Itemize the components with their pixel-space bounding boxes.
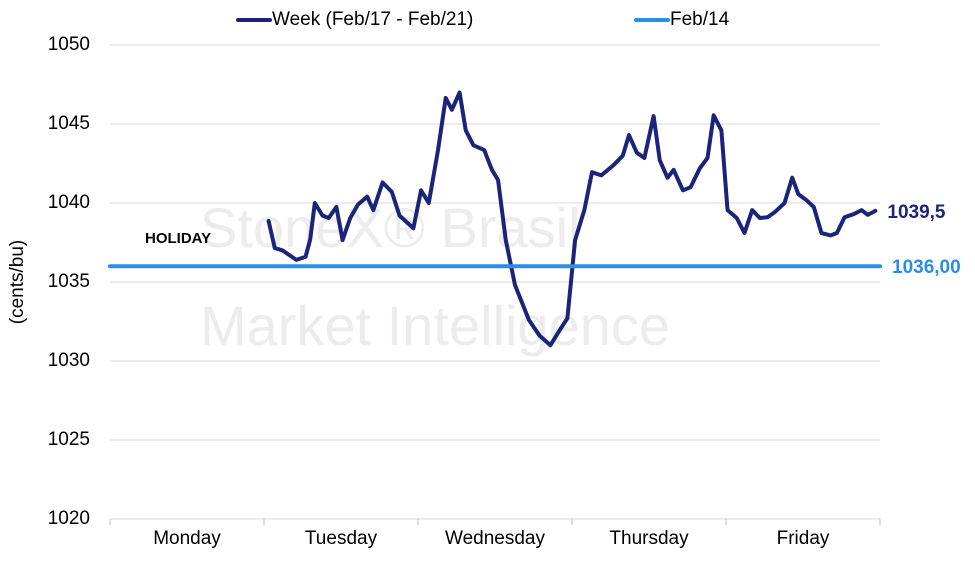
y-tick-label: 1035 — [48, 271, 90, 292]
y-axis-label: (cents/bu) — [7, 240, 28, 324]
watermark: StoneX® Brasil — [200, 196, 581, 259]
value-label: 1039,5 — [887, 202, 946, 223]
x-tick-label: Tuesday — [305, 528, 378, 549]
legend-label: Feb/14 — [670, 9, 730, 30]
legend-label: Week (Feb/17 - Feb/21) — [272, 9, 473, 30]
x-tick-label: Thursday — [609, 528, 689, 549]
line — [266, 90, 878, 348]
annotation: HOLIDAY — [145, 230, 211, 247]
y-tick-label: 1025 — [48, 429, 90, 450]
x-tick-label: Wednesday — [445, 528, 545, 549]
y-tick-label: 1030 — [48, 350, 90, 371]
watermark: Market Intelligence — [200, 294, 670, 357]
y-tick-label: 1020 — [48, 508, 90, 529]
x-tick-label: Friday — [777, 528, 830, 549]
y-tick-label: 1045 — [48, 113, 90, 134]
y-tick-label: 1040 — [48, 192, 90, 213]
y-tick-label: 1050 — [48, 34, 90, 55]
x-tick-label: Monday — [153, 528, 221, 549]
value-label: 1036,00 — [892, 257, 961, 278]
